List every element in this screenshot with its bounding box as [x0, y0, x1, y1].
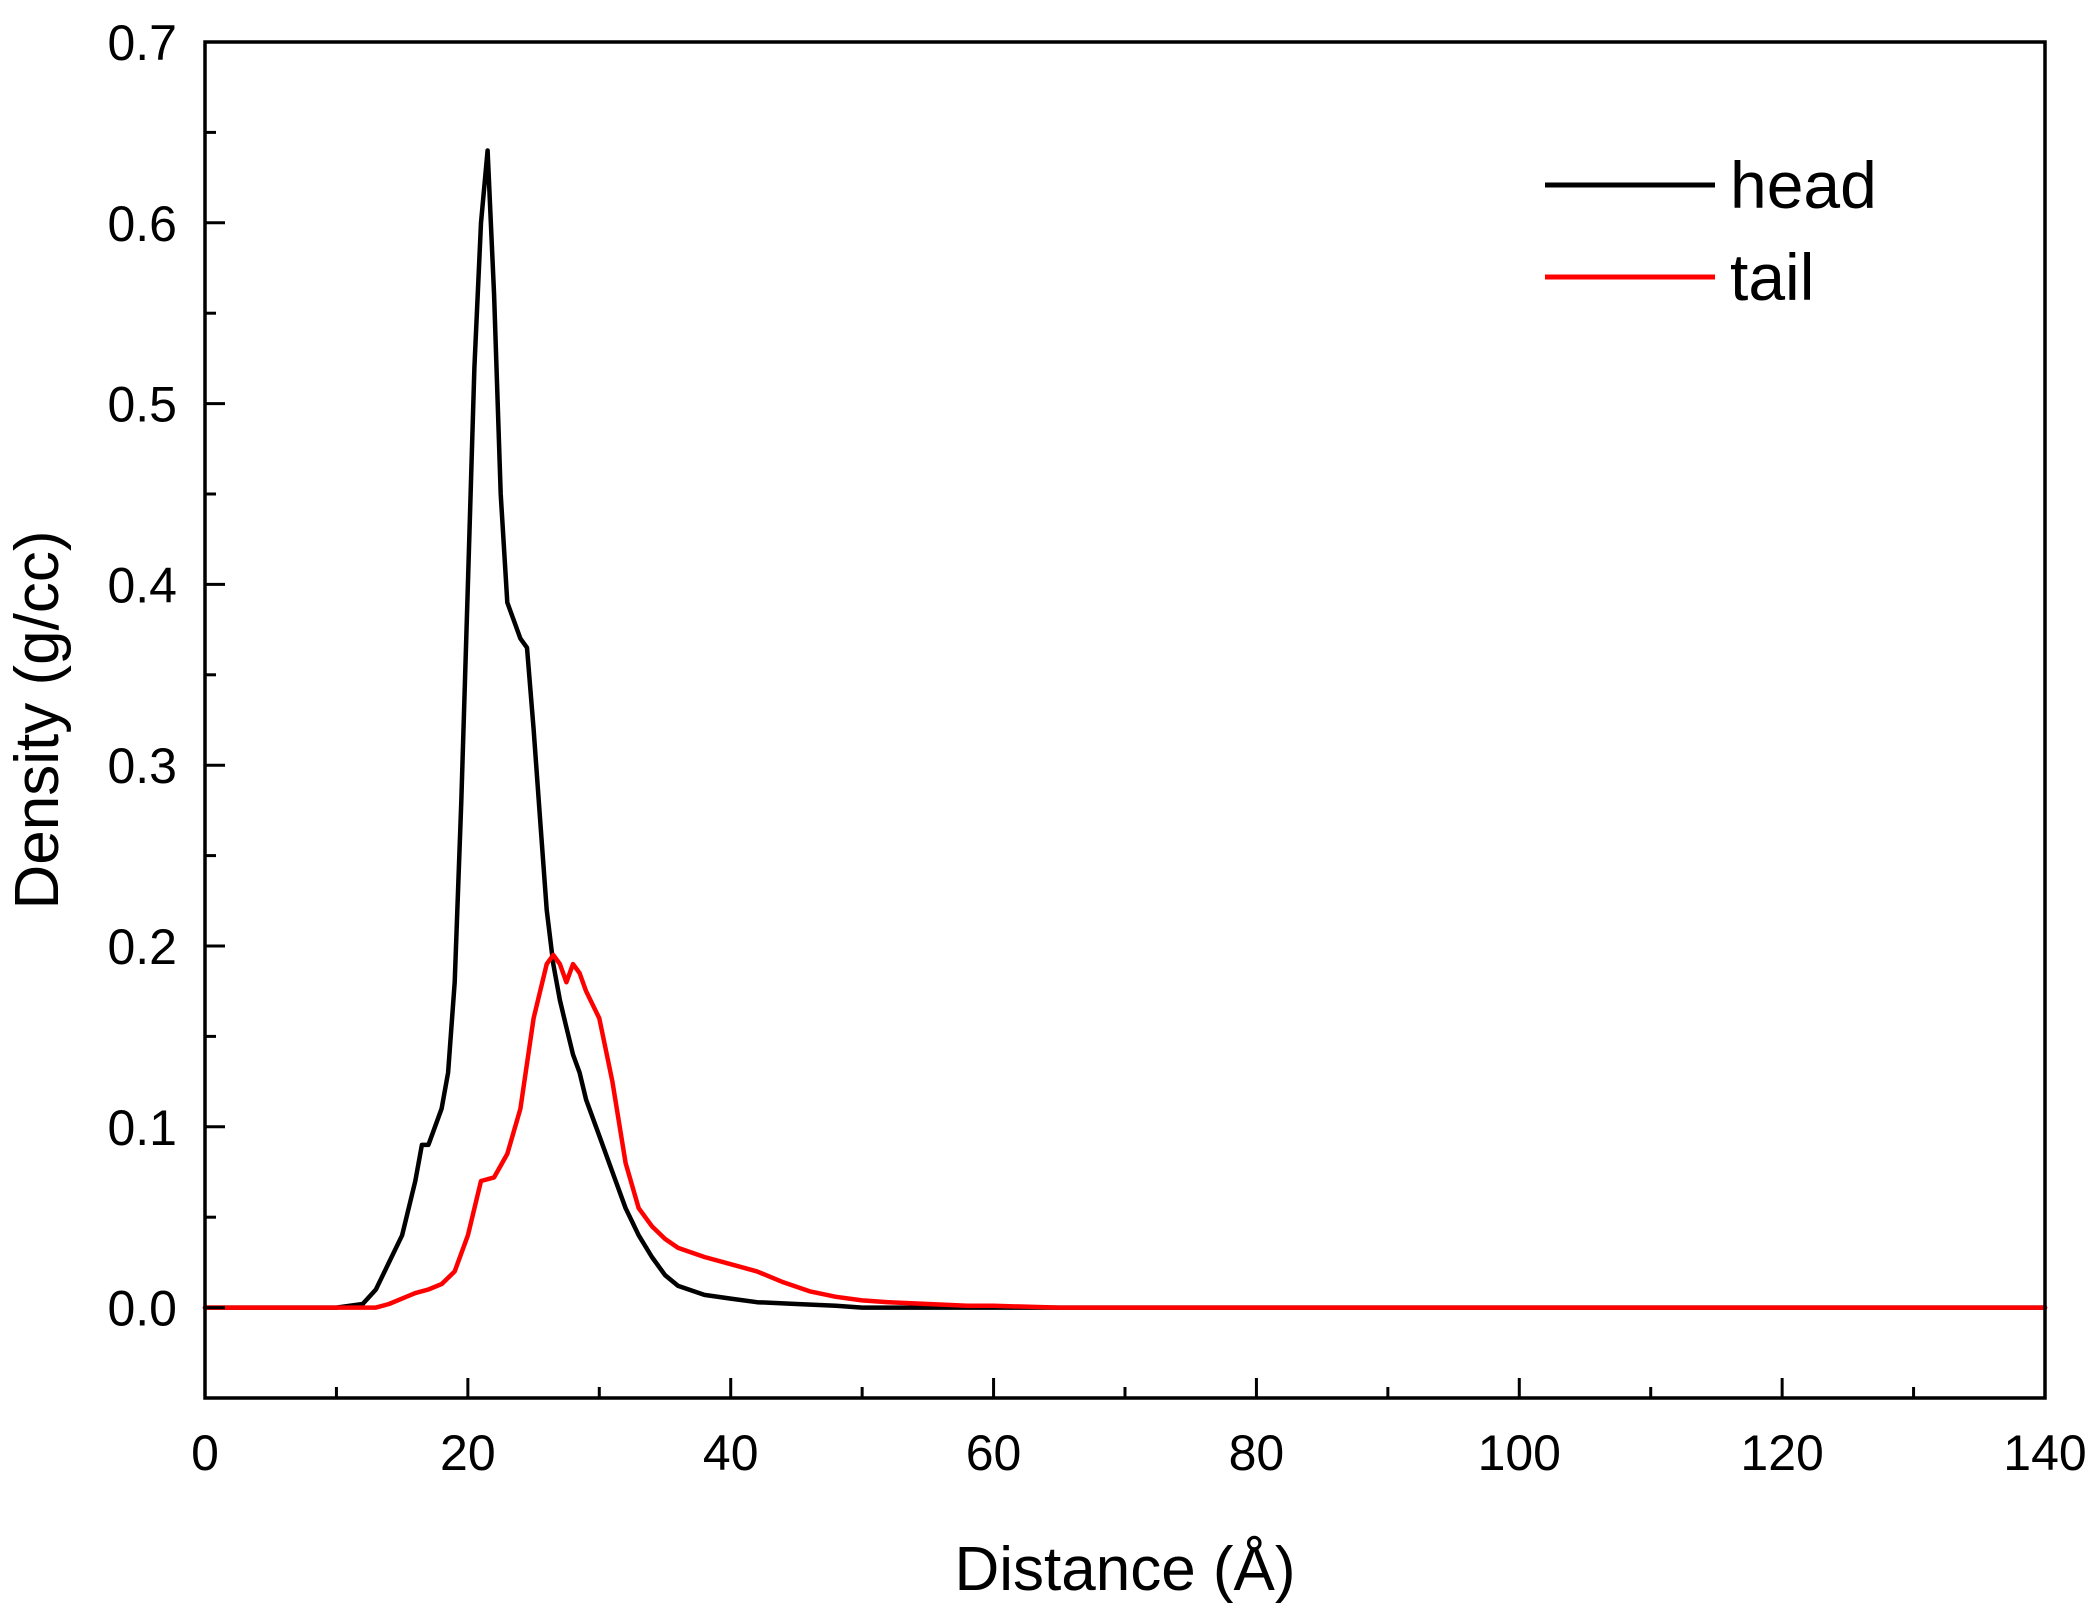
y-tick-label: 0.3 — [107, 738, 177, 794]
x-tick-label: 40 — [703, 1425, 759, 1481]
x-tick-label: 80 — [1229, 1425, 1285, 1481]
series-layer — [202, 148, 2048, 1310]
series-line-head — [202, 148, 2048, 1310]
x-tick-label: 20 — [440, 1425, 496, 1481]
y-tick-label: 0.2 — [107, 919, 177, 975]
legend-label-tail: tail — [1730, 240, 1814, 314]
y-tick-label: 0.7 — [107, 15, 177, 71]
x-tick-label: 120 — [1740, 1425, 1823, 1481]
series-line-tail — [202, 952, 2048, 1310]
legend: head tail — [1545, 148, 1877, 314]
x-tick-label: 100 — [1478, 1425, 1561, 1481]
x-axis: 0 20 40 60 80 100 120 140 — [191, 1378, 2087, 1481]
x-axis-title: Distance (Å) — [954, 1535, 1295, 1604]
y-axis: 0.0 0.1 0.2 0.3 0.4 0.5 0.6 0.7 — [107, 15, 225, 1337]
x-tick-label: 0 — [191, 1425, 219, 1481]
x-tick-label: 60 — [966, 1425, 1022, 1481]
y-tick-label: 0.5 — [107, 377, 177, 433]
legend-label-head: head — [1730, 148, 1877, 222]
y-tick-label: 0.1 — [107, 1100, 177, 1156]
y-tick-label: 0.4 — [107, 557, 177, 613]
x-tick-label: 140 — [2003, 1425, 2086, 1481]
y-axis-title: Density (g/cc) — [3, 531, 72, 910]
y-tick-label: 0.6 — [107, 196, 177, 252]
y-tick-label: 0.0 — [107, 1281, 177, 1337]
